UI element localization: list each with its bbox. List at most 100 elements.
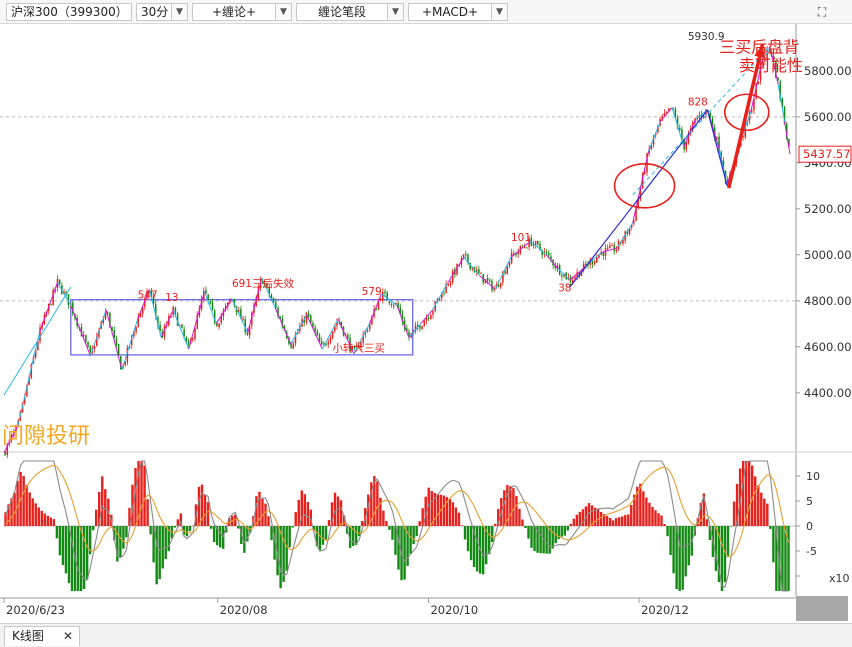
watermark-text: 问隙投研	[2, 424, 90, 449]
candle-body	[205, 290, 207, 294]
macd-hist-bar	[197, 486, 201, 526]
sub-indicator-select[interactable]: +MACD+ ▼	[408, 3, 508, 21]
candle-body	[630, 224, 633, 228]
symbol-select[interactable]: 沪深300（399300）	[6, 3, 132, 21]
macd-hist-bar	[379, 497, 382, 526]
candle-body	[157, 316, 159, 326]
candle-body	[611, 245, 613, 247]
macd-hist-bar	[388, 526, 391, 530]
expand-icon[interactable]: ⛶	[817, 5, 827, 19]
candle-body	[571, 279, 574, 284]
candle-body	[478, 269, 480, 274]
macd-hist-bar	[101, 476, 104, 526]
candle-body	[102, 318, 105, 323]
candle-body	[183, 329, 185, 337]
candle-body	[209, 300, 212, 304]
pivot-zone	[70, 299, 414, 356]
candle-body	[98, 329, 100, 338]
macd-hist-bar	[575, 514, 579, 526]
candle-body	[220, 316, 223, 323]
macd-hist-bar	[760, 492, 763, 526]
macd-dif-line	[4, 460, 789, 592]
candle-body	[144, 298, 146, 307]
macd-hist-bar	[131, 484, 134, 526]
candle-body	[637, 198, 640, 207]
macd-hist-bar	[657, 513, 660, 526]
candle-body	[360, 341, 362, 348]
macd-hist-bar	[639, 483, 642, 526]
x-axis: 2020/6/23 2020/08 2020/10 2020/12	[3, 598, 689, 617]
trend-arrow-shaft	[726, 43, 765, 189]
macd-hist-bar	[321, 526, 325, 545]
chart-annotation: 38	[558, 283, 571, 295]
macd-hist-bar	[660, 515, 663, 526]
macd-hist-bar	[49, 517, 53, 526]
mode-select[interactable]: 缠论笔段 ▼	[296, 3, 404, 21]
candle-body	[130, 335, 133, 346]
chan-stroke	[545, 254, 559, 269]
candle-body	[23, 397, 26, 404]
candle-body	[349, 337, 351, 351]
macd-hist-bar	[167, 526, 170, 552]
chan-stroke	[784, 121, 791, 155]
candle-body	[187, 340, 190, 345]
chart-annotation: 579	[362, 286, 382, 298]
candle-body	[392, 305, 395, 307]
candle-body	[678, 128, 681, 131]
chan-stroke	[203, 291, 217, 324]
candle-body	[757, 81, 760, 85]
candle-body	[382, 291, 384, 301]
macd-hist-bar	[234, 514, 237, 526]
macd-hist-bar	[624, 515, 627, 526]
candle-body	[362, 334, 364, 343]
macd-hist-bar	[285, 526, 288, 571]
macd-hist-bar	[614, 518, 618, 526]
close-icon[interactable]: ✕	[62, 629, 73, 643]
candle-body	[753, 99, 755, 111]
candle-body	[218, 323, 220, 328]
macd-hist-bar	[723, 526, 727, 583]
period-select[interactable]: 30分 ▼	[136, 3, 188, 21]
candle-body	[355, 345, 358, 348]
chevron-down-icon: ▼	[171, 4, 187, 20]
candle-body	[368, 323, 371, 330]
candle-body	[323, 343, 325, 345]
macd-hist-bar	[270, 526, 273, 541]
macd-hist-bar	[726, 526, 730, 558]
chart-annotation: 828	[688, 96, 708, 108]
candle-body	[216, 322, 218, 327]
macd-hist-bar	[403, 526, 406, 580]
macd-hist-bar	[784, 526, 787, 591]
candle-body	[423, 320, 426, 327]
chan-stroke	[137, 289, 150, 320]
main-indicator-select[interactable]: +缠论+ ▼	[192, 3, 292, 21]
macd-hist-bar	[729, 526, 733, 527]
candle-body	[751, 110, 753, 113]
chevron-down-icon: ▼	[275, 4, 291, 20]
candle-body	[480, 273, 482, 275]
scroll-thumb[interactable]	[796, 596, 848, 621]
candle-body	[126, 347, 129, 363]
candle-body	[565, 272, 567, 280]
macd-hist-bar	[104, 489, 107, 526]
macd-hist-bar	[140, 461, 143, 526]
macd-hist-bar	[76, 526, 80, 591]
macd-multiplier-label: x10	[829, 572, 850, 585]
candle-body	[334, 326, 336, 331]
tab-kline[interactable]: K线图 ✕	[4, 626, 80, 646]
macd-hist-bar	[330, 502, 334, 526]
macd-hist-bar	[741, 461, 745, 526]
macd-hist-bar	[370, 482, 373, 526]
macd-hist-bar	[557, 526, 560, 540]
candle-body	[526, 247, 528, 249]
macd-hist-bar	[448, 499, 452, 526]
candle-body	[644, 171, 646, 174]
candle-body	[207, 294, 209, 300]
candle-body	[502, 272, 504, 283]
candle-body	[508, 262, 511, 266]
candle-body	[255, 298, 257, 306]
candle-body	[303, 319, 305, 323]
candle-body	[386, 292, 388, 301]
candle-body	[37, 341, 39, 350]
